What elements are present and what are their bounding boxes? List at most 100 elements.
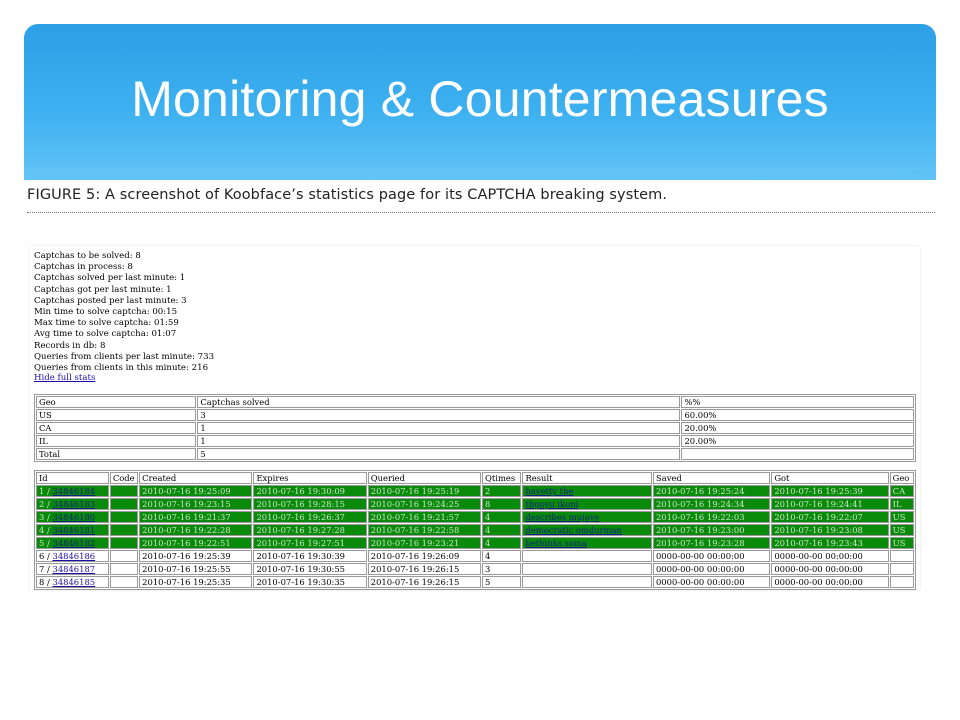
stats-summary: Captchas to be solved: 8 Captchas in proc…: [34, 251, 214, 374]
request-row: 1 / 34846184 2010-07-16 19:25:09 2010-07-1…: [36, 485, 914, 497]
request-id-cell: 6 / 34846186: [36, 550, 109, 562]
request-code-cell: [109, 576, 139, 588]
request-id-link[interactable]: 34846185: [52, 577, 96, 587]
request-id-link[interactable]: 34846187: [52, 564, 96, 574]
geo-cell: 20.00%: [681, 422, 914, 434]
request-result-link[interactable]: bethinks soma: [525, 538, 587, 548]
request-got-cell: 0000-00-00 00:00:00: [771, 563, 889, 575]
request-result-cell: havetty the: [522, 485, 652, 497]
request-geo-cell: IL: [889, 498, 914, 510]
request-qtimes-cell: 4: [482, 511, 522, 523]
request-result-cell: democratic omdurman: [522, 524, 652, 536]
request-row: 3 / 34846180 2010-07-16 19:21:37 2010-07-1…: [36, 511, 914, 523]
request-queried-cell: 2010-07-16 19:26:15: [367, 576, 482, 588]
request-queried-cell: 2010-07-16 19:26:15: [367, 563, 482, 575]
request-got-cell: 0000-00-00 00:00:00: [771, 550, 889, 562]
request-created-cell: 2010-07-16 19:21:37: [139, 511, 253, 523]
figure-caption: FIGURE 5: A screenshot of Koobface’s sta…: [27, 187, 668, 203]
geo-cell: [681, 448, 914, 460]
request-qtimes-cell: 4: [482, 537, 522, 549]
request-header-cell: Saved: [652, 472, 771, 484]
geo-cell: 1: [197, 435, 681, 447]
request-geo-cell: CA: [889, 485, 914, 497]
caption-divider: [27, 212, 935, 213]
stat-line: Min time to solve captcha: 00:15: [34, 307, 178, 318]
request-code-cell: [109, 511, 139, 523]
stat-line: Captchas solved per last minute: 1: [34, 273, 186, 284]
request-geo-cell: [889, 550, 914, 562]
request-id-link[interactable]: 34846186: [52, 551, 96, 561]
request-expires-cell: 2010-07-16 19:28:15: [253, 498, 367, 510]
geo-header-cell: %%: [681, 396, 914, 408]
request-code-cell: [109, 498, 139, 510]
request-created-cell: 2010-07-16 19:25:39: [139, 550, 253, 562]
request-geo-cell: US: [889, 537, 914, 549]
request-result-link[interactable]: havetty the: [525, 486, 574, 496]
request-expires-cell: 2010-07-16 19:30:09: [253, 485, 367, 497]
request-expires-cell: 2010-07-16 19:30:39: [253, 550, 367, 562]
request-code-cell: [109, 563, 139, 575]
request-row: 2 / 34846183 2010-07-16 19:23:15 2010-07-1…: [36, 498, 914, 510]
request-id-link[interactable]: 34846184: [52, 486, 96, 496]
request-created-cell: 2010-07-16 19:25:09: [139, 485, 253, 497]
request-qtimes-cell: 8: [482, 498, 522, 510]
request-result-cell: describes mujaye: [522, 511, 652, 523]
request-got-cell: 0000-00-00 00:00:00: [771, 576, 889, 588]
request-qtimes-cell: 4: [482, 524, 522, 536]
geo-cell: 1: [197, 422, 681, 434]
request-result-link[interactable]: describes mujaye: [525, 512, 600, 522]
stat-line: Queries from clients per last minute: 73…: [34, 351, 215, 362]
request-id-link[interactable]: 34846183: [52, 499, 96, 509]
request-created-cell: 2010-07-16 19:25:55: [139, 563, 253, 575]
geo-row: US 3 60.00%: [36, 409, 914, 421]
request-result-cell: [522, 576, 652, 588]
geo-cell: US: [36, 409, 197, 421]
request-header-cell: Created: [139, 472, 253, 484]
request-saved-cell: 2010-07-16 19:25:24: [652, 485, 771, 497]
geo-cell: 3: [197, 409, 681, 421]
geo-cell: 60.00%: [681, 409, 914, 421]
request-header-cell: Geo: [889, 472, 914, 484]
geo-header-cell: Captchas solved: [197, 396, 681, 408]
request-expires-cell: 2010-07-16 19:26:37: [253, 511, 367, 523]
request-id-cell: 3 / 34846180: [36, 511, 109, 523]
request-geo-cell: [889, 576, 914, 588]
request-id-link[interactable]: 34846181: [52, 525, 96, 535]
request-header-cell: Expires: [253, 472, 367, 484]
request-created-cell: 2010-07-16 19:22:28: [139, 524, 253, 536]
title-banner: Monitoring & Countermeasures: [24, 24, 936, 180]
request-row: 5 / 34846182 2010-07-16 19:22:51 2010-07-1…: [36, 537, 914, 549]
requests-table: Id Code Created Expires Queried Qtimes Result S…: [34, 470, 916, 590]
request-code-cell: [109, 537, 139, 549]
request-got-cell: 2010-07-16 19:22:07: [771, 511, 889, 523]
request-id-link[interactable]: 34846182: [52, 538, 96, 548]
hide-full-stats-link[interactable]: Hide full stats: [34, 373, 96, 383]
request-id-link[interactable]: 34846180: [52, 512, 96, 522]
request-result-link[interactable]: thgoyu ikoni: [525, 499, 579, 509]
request-result-link[interactable]: democratic omdurman: [525, 525, 622, 535]
geo-row: Total 5: [36, 448, 914, 460]
stat-line: Queries from clients in this minute: 216: [34, 363, 209, 374]
stats-page-screenshot: Captchas to be solved: 8 Captchas in proc…: [30, 246, 920, 590]
request-row: 7 / 34846187 2010-07-16 19:25:55 2010-07-1…: [36, 563, 914, 575]
request-result-cell: bethinks soma: [522, 537, 652, 549]
request-geo-cell: US: [889, 524, 914, 536]
banner-wave-edge: [24, 168, 936, 192]
request-qtimes-cell: 2: [482, 485, 522, 497]
request-saved-cell: 2010-07-16 19:24:34: [652, 498, 771, 510]
geo-row: IL 1 20.00%: [36, 435, 914, 447]
request-result-cell: [522, 563, 652, 575]
request-queried-cell: 2010-07-16 19:22:58: [367, 524, 482, 536]
geo-header-cell: Geo: [36, 396, 197, 408]
stat-line: Captchas in process: 8: [34, 262, 133, 273]
request-result-cell: thgoyu ikoni: [522, 498, 652, 510]
request-got-cell: 2010-07-16 19:23:43: [771, 537, 889, 549]
stat-line: Records in db: 8: [34, 340, 106, 351]
request-expires-cell: 2010-07-16 19:27:28: [253, 524, 367, 536]
request-queried-cell: 2010-07-16 19:23:21: [367, 537, 482, 549]
request-row: 6 / 34846186 2010-07-16 19:25:39 2010-07-1…: [36, 550, 914, 562]
request-code-cell: [109, 550, 139, 562]
request-queried-cell: 2010-07-16 19:24:25: [367, 498, 482, 510]
stat-line: Avg time to solve captcha: 01:07: [34, 329, 177, 340]
geo-cell: 5: [197, 448, 681, 460]
